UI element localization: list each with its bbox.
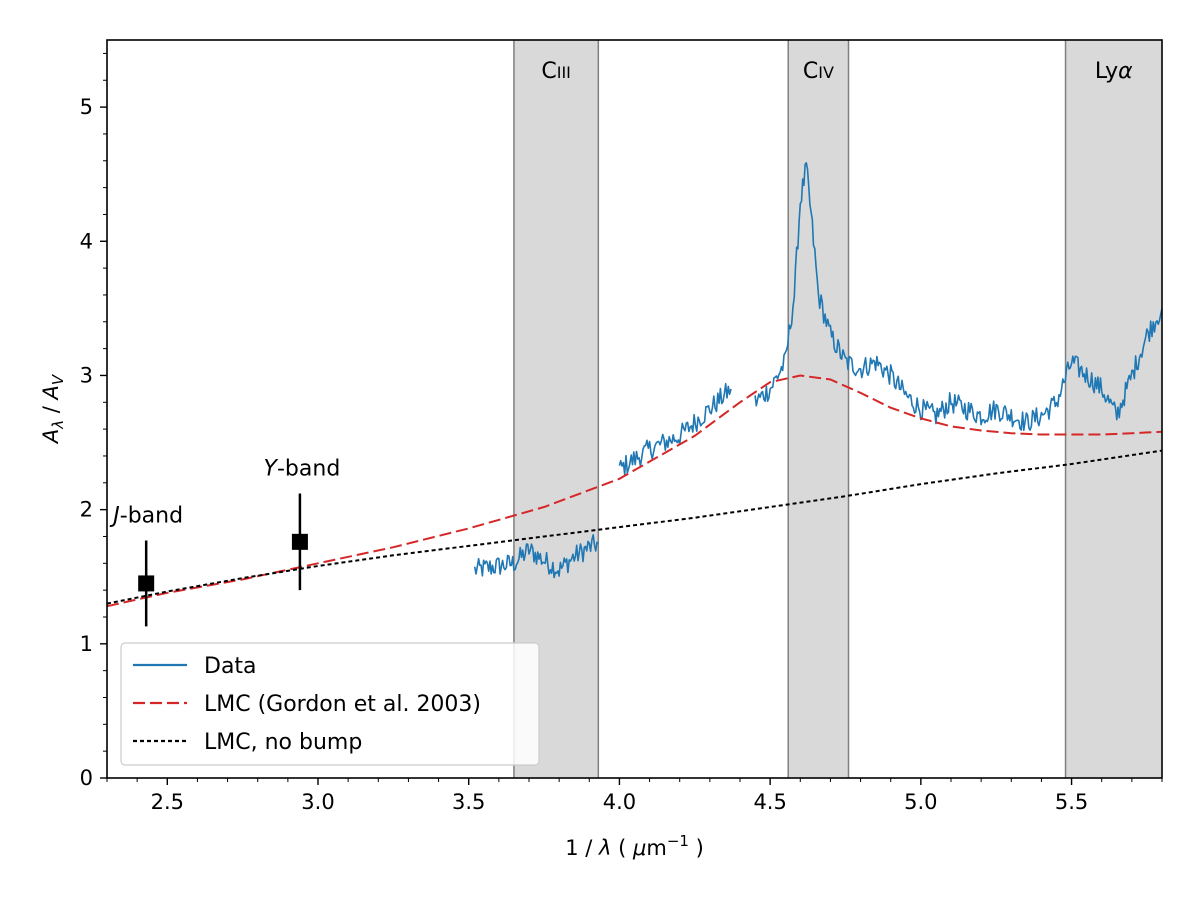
legend: Data LMC (Gordon et al. 2003) LMC, no bump bbox=[120, 642, 540, 766]
y-axis-label: Aλ / AV bbox=[39, 373, 67, 445]
label-band-suffix: -band bbox=[120, 503, 183, 528]
x-tick-label: 3.5 bbox=[452, 790, 485, 814]
label-band-letter: Y bbox=[264, 457, 279, 482]
legend-box bbox=[120, 642, 540, 766]
legend-label: Data bbox=[204, 654, 257, 679]
x-axis-label-prefix: 1 / bbox=[565, 836, 599, 860]
label-y-band: Y-band bbox=[264, 457, 341, 482]
band-label-roman: IV bbox=[818, 63, 834, 82]
band-layer: CIII CIV Lyα bbox=[513, 40, 1162, 778]
y-axis-label-slash: / bbox=[39, 399, 63, 419]
x-tick-label: 4.5 bbox=[753, 790, 786, 814]
label-layer: 1 / λ ( μm−1 )Aλ / AV bbox=[39, 373, 704, 860]
legend-label: LMC, no bump bbox=[204, 730, 362, 755]
x-axis-label-m: m bbox=[646, 836, 666, 860]
label-j-band: J-band bbox=[109, 503, 183, 528]
y-tick-label: 3 bbox=[80, 363, 93, 387]
y-tick-label: 1 bbox=[80, 632, 93, 656]
band-civ bbox=[788, 40, 849, 778]
y-axis-label-sub1: λ bbox=[49, 420, 67, 430]
y-tick-label: 2 bbox=[80, 498, 93, 522]
x-axis-label-exponent: −1 bbox=[667, 832, 689, 850]
legend-label: LMC (Gordon et al. 2003) bbox=[204, 692, 481, 717]
x-axis-label-mu: μ bbox=[632, 836, 646, 860]
x-tick-label: 3.0 bbox=[301, 790, 334, 814]
point-y-band bbox=[291, 533, 308, 550]
plot-frame bbox=[106, 39, 1163, 779]
series-layer bbox=[106, 162, 1163, 608]
x-tick-label: 4.0 bbox=[603, 790, 636, 814]
band-label-main: Ly bbox=[1095, 59, 1118, 84]
series-data-segment-0 bbox=[473, 534, 599, 579]
y-tick-label: 0 bbox=[80, 766, 93, 790]
band-label-main: C bbox=[803, 59, 818, 84]
y-axis-label-a2: A bbox=[39, 385, 63, 401]
label-band-letter: J bbox=[109, 503, 120, 528]
band-label-main: C bbox=[541, 59, 556, 84]
axes-layer: 2.5 3.0 3.5 4.0 4.5 5.0 5.5 0 1 2 3 4 5 bbox=[80, 52, 1163, 814]
band-label-roman: III bbox=[557, 63, 571, 82]
x-tick-label: 5.5 bbox=[1055, 790, 1088, 814]
x-axis-label-lambda: λ bbox=[598, 836, 611, 860]
band-lyalpha bbox=[1065, 40, 1162, 778]
band-label-civ: CIV bbox=[803, 59, 834, 84]
y-tick-label: 4 bbox=[80, 229, 93, 253]
x-tick-label: 2.5 bbox=[151, 790, 184, 814]
band-label-ciii: CIII bbox=[541, 59, 571, 84]
x-axis-label-paren: ( bbox=[611, 836, 633, 860]
label-band-suffix: -band bbox=[277, 457, 340, 482]
y-axis-label-sub2: V bbox=[49, 373, 67, 385]
series-lmc-line bbox=[106, 374, 1163, 608]
band-label-lyalpha: Lyα bbox=[1095, 59, 1133, 84]
series-data-segment-2 bbox=[754, 162, 1163, 432]
y-axis-label-a1: A bbox=[39, 429, 63, 445]
y-tick-label: 5 bbox=[80, 95, 93, 119]
x-axis-label-close: ) bbox=[689, 836, 704, 860]
series-lmc-no-bump-line bbox=[106, 449, 1163, 605]
point-j-band bbox=[138, 575, 155, 592]
band-label-greek: α bbox=[1118, 59, 1133, 84]
series-data-segment-1 bbox=[618, 382, 732, 476]
x-tick-label: 5.0 bbox=[904, 790, 937, 814]
x-axis-label: 1 / λ ( μm−1 ) bbox=[565, 832, 704, 860]
